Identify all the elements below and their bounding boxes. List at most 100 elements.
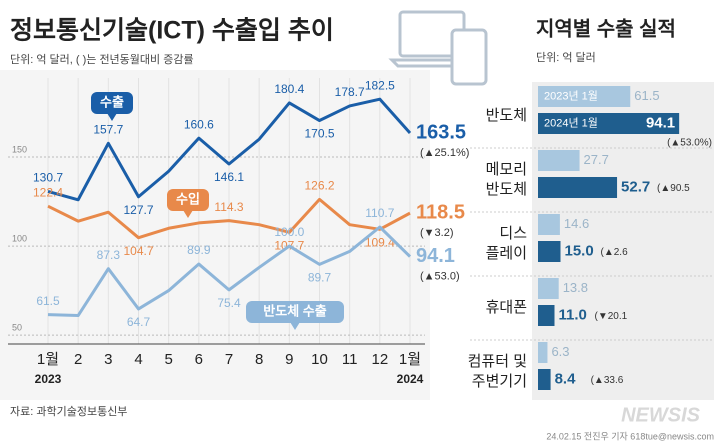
value-label: 127.7 [123, 203, 153, 217]
series-line [47, 225, 412, 318]
category-label: 반도체 [486, 107, 527, 124]
x-tick-label: 1월 [399, 351, 421, 368]
x-tick-label: 3 [104, 351, 112, 368]
bar [538, 214, 560, 235]
series-tag [167, 189, 209, 211]
x-tick-label: 12 [371, 351, 388, 368]
y-tick-label: 100 [12, 233, 27, 243]
chart-subtitle: 단위: 억 달러 [536, 51, 596, 64]
right-panel [532, 82, 714, 400]
y-tick-label: 50 [12, 322, 22, 332]
category-label: 메모리 [486, 161, 527, 178]
end-value-label: 163.5 [416, 121, 466, 143]
y-tick-label: 150 [12, 144, 27, 154]
end-note: (▼3.2) [420, 227, 454, 239]
x-tick-label: 1월 [37, 351, 59, 368]
category-label: 컴퓨터 및 [468, 353, 527, 370]
category-label: 휴대폰 [486, 299, 527, 316]
value-label: 27.7 [584, 152, 609, 167]
x-tick-label: 11 [342, 351, 358, 368]
series-tag-pointer [183, 210, 193, 218]
series-tag [246, 301, 344, 323]
device-icon [388, 10, 488, 86]
value-label: 75.4 [217, 296, 241, 310]
legend-label: 2023년 1월 [544, 89, 598, 102]
series-line [47, 97, 412, 202]
legend-label: 수출 [100, 94, 124, 109]
value-label: 61.5 [634, 88, 659, 103]
legend-label: 수입 [176, 191, 200, 206]
value-label: 109.4 [365, 235, 395, 249]
end-note: (▲53.0) [420, 270, 460, 282]
bar [538, 278, 559, 299]
value-label: 130.7 [33, 171, 63, 185]
value-label: 6.3 [551, 344, 569, 359]
end-note: (▲25.1%) [420, 147, 469, 159]
legend-label: 2024년 1월 [544, 116, 598, 129]
value-label: 13.8 [563, 280, 588, 295]
value-label: 61.5 [36, 294, 60, 308]
chart-title: 정보통신기술(ICT) 수출입 추이 [10, 17, 334, 45]
bar [538, 342, 548, 363]
value-label: 110.7 [365, 206, 394, 220]
bar [538, 150, 580, 171]
value-label: 122.4 [33, 185, 63, 199]
source: 자료: 과학기술정보통신부 [10, 405, 127, 418]
x-tick-label: 4 [134, 351, 142, 368]
x-tick-label: 6 [195, 351, 203, 368]
bar [538, 177, 618, 198]
change-note: (▲53.0%) [667, 138, 712, 149]
x-tick-label: 5 [164, 351, 172, 368]
end-value-label: 94.1 [416, 245, 455, 267]
value-label: 182.5 [365, 78, 395, 92]
value-label: 94.1 [646, 114, 675, 131]
value-label: 100.0 [274, 225, 304, 239]
change-note: (▲90.5 [657, 183, 690, 194]
series-tag-pointer [290, 322, 300, 330]
value-label: 146.1 [214, 170, 244, 184]
value-label: 14.6 [564, 216, 589, 231]
value-label: 114.3 [214, 200, 243, 214]
x-tick-label: 9 [285, 351, 293, 368]
series-tag [91, 92, 133, 114]
chart-title: 지역별 수출 실적 [536, 17, 676, 40]
value-label: 180.4 [274, 82, 304, 96]
change-note: (▼20.1 [595, 311, 628, 322]
value-label: 160.6 [184, 117, 214, 131]
x-tick-label: 2 [74, 351, 82, 368]
value-label: 89.7 [308, 271, 332, 285]
legend-label: 반도체 수출 [263, 303, 326, 318]
bar [538, 241, 561, 262]
value-label: 126.2 [304, 179, 334, 193]
year-label: 2024 [397, 372, 424, 386]
value-label: 157.7 [93, 122, 123, 136]
series-tag-pointer [107, 113, 117, 121]
category-label: 디스 [499, 225, 527, 242]
value-label: 178.7 [335, 85, 365, 99]
value-label: 104.7 [123, 244, 153, 258]
value-label: 15.0 [565, 242, 594, 259]
x-tick-label: 8 [255, 351, 263, 368]
value-label: 89.9 [187, 243, 211, 257]
chart-subtitle: 단위: 억 달러, ( )는 전년동월대비 증감률 [10, 53, 194, 66]
credit: 24.02.15 전진우 기자 618tue@newsis.com [546, 431, 714, 441]
category-label: 플레이 [486, 245, 527, 262]
bar [538, 113, 680, 134]
logo: NEWSIS [621, 404, 701, 426]
bar [538, 369, 551, 390]
x-tick-label: 7 [225, 351, 233, 368]
bar [538, 305, 555, 326]
year-label: 2023 [35, 372, 62, 386]
value-label: 170.5 [304, 127, 334, 141]
value-label: 11.0 [559, 306, 587, 323]
value-label: 52.7 [621, 178, 650, 195]
category-label: 반도체 [486, 181, 527, 198]
value-label: 8.4 [555, 370, 577, 387]
series-line [47, 197, 411, 240]
change-note: (▲2.6 [601, 247, 629, 258]
left-panel [0, 70, 430, 400]
end-value-label: 118.5 [416, 201, 465, 223]
bar [538, 86, 631, 107]
x-tick-label: 10 [311, 351, 328, 368]
